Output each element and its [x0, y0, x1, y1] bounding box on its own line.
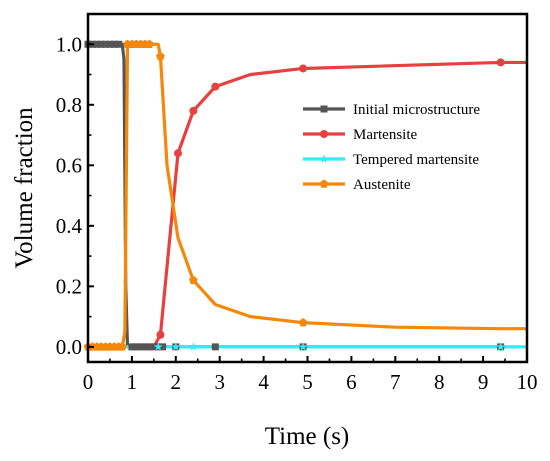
data-point-initial-microstructure — [211, 343, 219, 351]
marker-layer — [83, 39, 505, 351]
data-point-initial-microstructure — [115, 40, 123, 48]
legend-label-martensite: Martensite — [353, 127, 417, 143]
data-point-tempered-martensite — [189, 342, 198, 351]
y-tick-label: 0.4 — [56, 214, 83, 238]
x-tick-label: 4 — [258, 370, 269, 394]
x-tick-label: 10 — [517, 370, 538, 394]
legend: Initial microstructure Martensite Tempered… — [303, 102, 480, 193]
plot-frame — [86, 12, 529, 364]
data-point-initial-microstructure — [110, 40, 118, 48]
data-point-austenite — [188, 275, 198, 285]
x-axis-label: Time (s) — [265, 423, 350, 450]
y-axis-label: Volume fraction — [11, 107, 38, 269]
y-tick-label: 1.0 — [56, 32, 82, 56]
legend-label-tempered-martensite: Tempered martensite — [353, 152, 479, 168]
data-point-initial-microstructure — [128, 343, 136, 351]
data-point-martensite — [173, 149, 182, 158]
data-point-martensite — [211, 82, 220, 91]
data-point-martensite — [299, 64, 308, 73]
x-tick-label: 8 — [434, 370, 445, 394]
legend-marker-initial-microstructure — [320, 105, 328, 113]
series-layer — [88, 42, 527, 349]
legend-marker-martensite — [320, 130, 328, 138]
data-point-initial-microstructure — [159, 343, 167, 351]
legend-label-austenite: Austenite — [353, 177, 411, 193]
data-point-tempered-martensite — [298, 342, 308, 351]
data-point-initial-microstructure — [137, 343, 145, 351]
legend-label-initial-microstructure: Initial microstructure — [353, 102, 480, 118]
x-tick-label: 2 — [171, 370, 182, 394]
series-line-initial-microstructure — [88, 42, 501, 349]
x-tick-label: 9 — [478, 370, 489, 394]
data-point-martensite — [156, 330, 165, 339]
data-point-initial-microstructure — [106, 40, 114, 48]
x-tick-label: 1 — [127, 370, 138, 394]
data-point-austenite — [298, 318, 308, 327]
data-point-austenite — [117, 342, 127, 351]
data-point-initial-microstructure — [150, 343, 158, 351]
y-tick-label: 0.2 — [56, 274, 82, 298]
data-point-austenite — [156, 51, 165, 61]
data-point-tempered-martensite — [153, 342, 163, 351]
data-point-initial-microstructure — [93, 40, 101, 48]
data-point-austenite — [145, 39, 154, 48]
x-tick-label: 6 — [346, 370, 357, 394]
data-point-martensite — [189, 106, 198, 115]
data-point-initial-microstructure — [145, 343, 153, 351]
series-line-austenite — [88, 42, 527, 349]
tick-layer: 0 1 2 3 4 5 6 7 8 9 10 0.0 0.2 0.4 0.6 0.8 1.0 — [56, 32, 538, 394]
y-tick-label: 0.6 — [56, 153, 82, 177]
x-tick-label: 3 — [214, 370, 225, 394]
x-tick-label: 7 — [390, 370, 401, 394]
data-point-initial-microstructure — [132, 343, 140, 351]
x-tick-label: 5 — [302, 370, 313, 394]
legend-marker-austenite — [319, 179, 329, 188]
legend-marker-tempered-martensite — [319, 154, 329, 163]
y-tick-label: 0.8 — [56, 93, 82, 117]
data-point-martensite — [496, 58, 505, 67]
data-point-tempered-martensite — [496, 342, 505, 351]
data-point-initial-microstructure — [97, 40, 105, 48]
y-tick-label: 0.0 — [56, 335, 82, 359]
data-point-tempered-martensite — [171, 342, 181, 351]
data-point-initial-microstructure — [141, 343, 149, 351]
x-tick-label: 0 — [83, 370, 94, 394]
data-point-initial-microstructure — [102, 40, 110, 48]
